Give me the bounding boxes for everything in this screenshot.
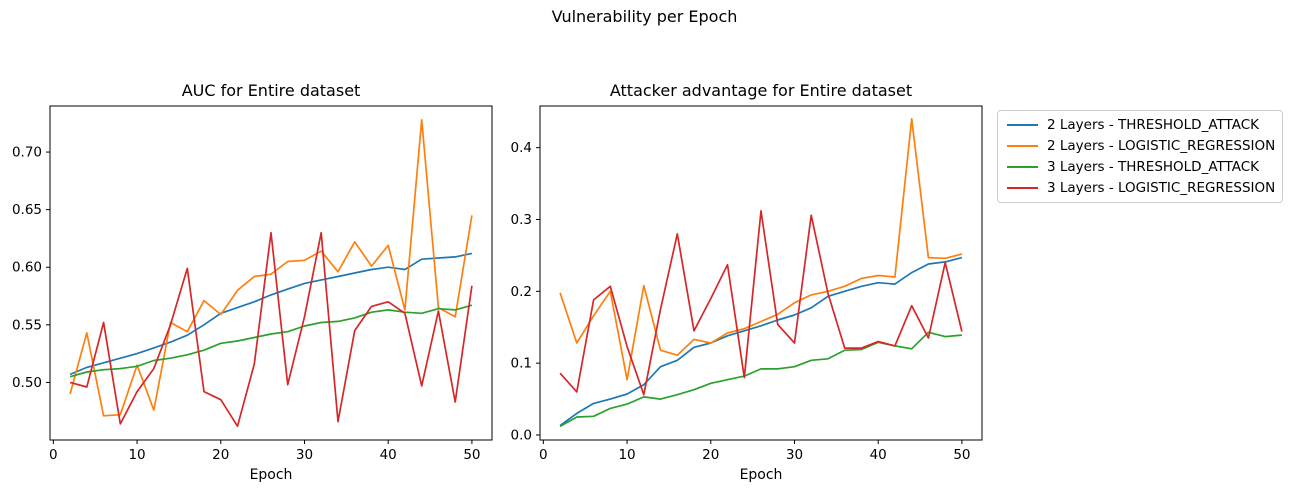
y-tick-label: 0.4 (511, 140, 532, 156)
legend-item-label: 2 Layers - THRESHOLD_ATTACK (1047, 117, 1259, 134)
right-chart-axes: 0 10 20 30 40 50 0.0 0.1 0.2 0.3 0.4 (511, 105, 983, 463)
series-line-2-layers-threshold-attack (559, 256, 963, 427)
y-tick-label: 0.60 (12, 260, 42, 276)
legend-line-sample (1007, 124, 1038, 127)
legend-line-sample (1007, 145, 1038, 148)
x-tick-label: 50 (463, 447, 480, 463)
y-tick-label: 0.65 (12, 202, 42, 218)
legend-item: 3 Layers - LOGISTIC_REGRESSION (1007, 177, 1276, 198)
x-tick-label: 40 (380, 447, 397, 463)
legend-item-label: 3 Layers - LOGISTIC_REGRESSION (1047, 179, 1276, 196)
series-line-3-layers-logistic-regression (559, 210, 963, 396)
y-tick-label: 0.0 (511, 427, 532, 443)
x-tick-label: 40 (870, 447, 887, 463)
series-line-3-layers-threshold-attack (69, 304, 473, 378)
x-tick-label: 50 (953, 447, 970, 463)
legend-line-sample (1007, 165, 1038, 168)
y-tick-label: 0.50 (12, 375, 42, 391)
y-tick-label: 0.3 (511, 212, 532, 228)
x-tick-label: 0 (539, 447, 548, 463)
x-tick-label: 20 (212, 447, 229, 463)
y-tick-label: 0.1 (511, 356, 532, 372)
x-tick-label: 10 (128, 447, 145, 463)
y-tick-label: 0.2 (511, 284, 532, 300)
series-line-3-layers-logistic-regression (69, 231, 473, 428)
left-chart-axes: 0 10 20 30 40 50 0.50 0.55 0.60 0.65 0.70 (12, 105, 493, 463)
legend-item-label: 2 Layers - LOGISTIC_REGRESSION (1047, 138, 1276, 155)
y-tick-label: 0.70 (12, 145, 42, 161)
legend-item-label: 3 Layers - THRESHOLD_ATTACK (1047, 158, 1259, 175)
figure-suptitle: Vulnerability per Epoch (551, 7, 738, 26)
right-chart-title: Attacker advantage for Entire dataset (609, 81, 913, 100)
axes-spines (49, 105, 493, 441)
right-chart-xlabel: Epoch (739, 467, 783, 483)
x-tick-label: 0 (49, 447, 58, 463)
legend-item: 2 Layers - LOGISTIC_REGRESSION (1007, 136, 1276, 157)
x-tick-label: 20 (702, 447, 719, 463)
x-tick-label: 10 (618, 447, 635, 463)
y-tick-label: 0.55 (12, 317, 42, 333)
legend-item: 3 Layers - THRESHOLD_ATTACK (1007, 157, 1276, 178)
axes-spines (539, 105, 983, 441)
series-line-2-layers-logistic-regression (559, 118, 963, 381)
series-line-2-layers-logistic-regression (69, 118, 473, 417)
series-line-2-layers-threshold-attack (69, 252, 473, 376)
legend-item: 2 Layers - THRESHOLD_ATTACK (1007, 115, 1276, 136)
left-chart-xlabel: Epoch (249, 467, 293, 483)
legend: 2 Layers - THRESHOLD_ATTACK 2 Layers - L… (997, 110, 1283, 203)
legend-line-sample (1007, 186, 1038, 189)
left-chart-title: AUC for Entire dataset (181, 81, 361, 100)
x-tick-label: 30 (786, 447, 803, 463)
x-tick-label: 30 (296, 447, 313, 463)
